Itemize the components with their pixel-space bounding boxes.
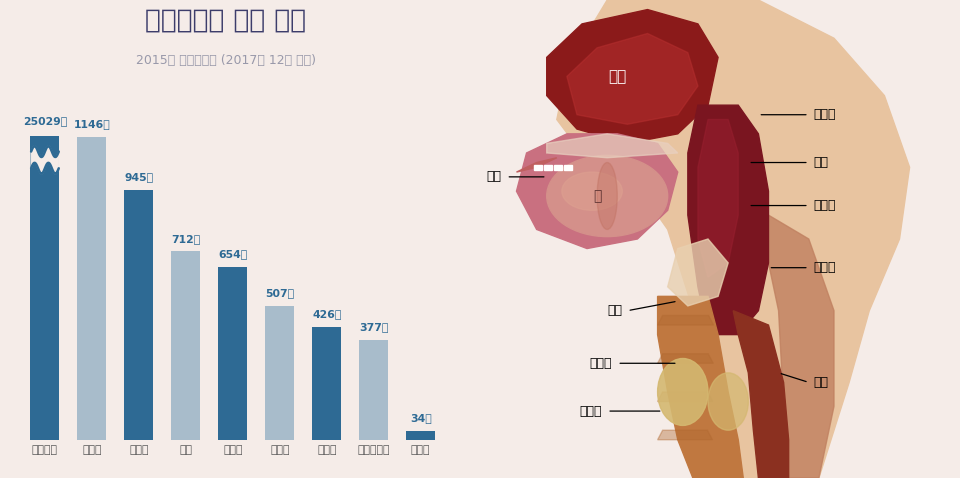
Polygon shape [547,134,678,158]
Polygon shape [554,165,563,170]
Polygon shape [658,430,712,440]
Bar [312,327,342,440]
Bar [171,251,201,440]
Bar [218,267,248,440]
Text: 2015년 암등록통계 (2017년 12월 발표): 2015년 암등록통계 (2017년 12월 발표) [135,54,316,67]
Text: 1146건: 1146건 [74,119,110,129]
Text: 507건: 507건 [265,288,295,298]
Ellipse shape [547,155,668,237]
Ellipse shape [708,373,749,430]
Bar [78,137,107,440]
Text: 갑상선: 갑상선 [580,404,602,418]
Text: 하인두: 하인두 [814,261,836,274]
Bar [265,305,295,440]
Bar [31,136,60,440]
Polygon shape [544,165,552,170]
Polygon shape [658,315,713,325]
Text: 426건: 426건 [312,309,342,319]
Text: 945건: 945건 [124,172,154,182]
Polygon shape [547,10,718,143]
Polygon shape [557,0,910,478]
Text: 비강: 비강 [608,69,627,84]
Text: 두경부암의 세부 분류: 두경부암의 세부 분류 [145,8,306,33]
Text: 구인두: 구인두 [814,199,836,212]
Polygon shape [516,158,557,172]
Polygon shape [564,165,572,170]
Text: 34건: 34건 [410,413,432,423]
Polygon shape [733,311,789,478]
Ellipse shape [562,172,622,210]
Polygon shape [658,392,713,402]
Bar [406,431,435,440]
Polygon shape [534,165,542,170]
Ellipse shape [597,163,617,229]
Text: 혀: 혀 [593,189,601,203]
Polygon shape [516,134,678,249]
Polygon shape [658,354,713,363]
Bar [359,340,388,440]
Text: 후두: 후두 [608,304,622,317]
Ellipse shape [658,358,708,425]
Text: 식도: 식도 [814,376,828,389]
Polygon shape [658,296,743,478]
Polygon shape [566,33,698,124]
Polygon shape [768,215,834,478]
Polygon shape [667,239,729,306]
Text: 377건: 377건 [359,323,389,332]
Text: 25029건: 25029건 [23,117,67,127]
Text: 712건: 712건 [171,234,201,244]
Polygon shape [31,146,59,174]
Text: 구강: 구강 [487,170,501,184]
Text: 기관지: 기관지 [589,357,612,370]
Text: 654건: 654건 [218,249,248,259]
Text: 비인두: 비인두 [814,108,836,121]
Polygon shape [698,120,738,277]
Text: 편도: 편도 [814,156,828,169]
Polygon shape [687,105,768,335]
Bar [124,190,154,440]
